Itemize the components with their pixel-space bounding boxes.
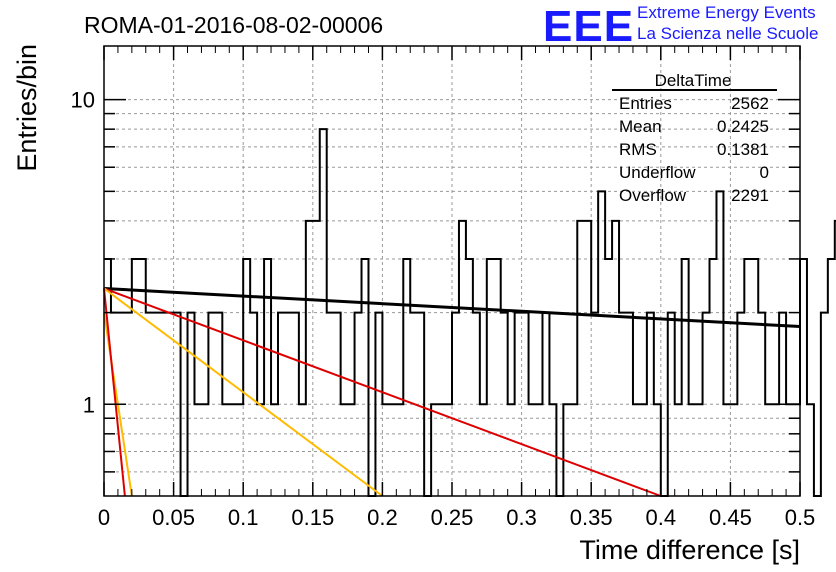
x-tick-label: 0.45 (709, 505, 752, 530)
x-axis-title: Time difference [s] (579, 535, 800, 565)
x-tick-label: 0.05 (152, 505, 195, 530)
histogram-layer (104, 128, 836, 497)
fit-line-5 (103, 288, 126, 497)
x-tick-label: 0.3 (506, 505, 537, 530)
stats-rows: Entries 2562 Mean 0.2425 RMS 0.1381 Underflow 0… (619, 94, 769, 205)
stats-value: 0.1381 (717, 140, 769, 159)
logo-line-2: La Scienza nelle Scuole (637, 24, 818, 43)
logo-line-1: Extreme Energy Events (637, 3, 816, 22)
x-tick-label: 0.15 (291, 505, 334, 530)
stats-value: 0.2425 (717, 117, 769, 136)
x-tick-label: 0.1 (228, 505, 259, 530)
y-axis-title: Entries/bin (12, 44, 42, 172)
grid-lines (104, 46, 800, 496)
logo-letters: EEE (543, 2, 634, 51)
x-tick-label: 0.2 (367, 505, 398, 530)
x-tick-label: 0.5 (785, 505, 816, 530)
eee-logo: EEE Extreme Energy Events La Scienza nel… (543, 2, 818, 51)
chart-title: ROMA-01-2016-08-02-00006 (84, 12, 383, 38)
x-tick-label: 0 (98, 505, 110, 530)
stats-label: RMS (619, 140, 657, 159)
histogram-steps (104, 128, 836, 497)
fit-line-3 (103, 287, 383, 497)
stats-value: 2291 (731, 186, 769, 205)
stats-box: DeltaTime Entries 2562 Mean 0.2425 RMS 0.1381… (612, 71, 777, 205)
x-tick-label: 0.35 (570, 505, 613, 530)
stats-label: Overflow (619, 186, 687, 205)
x-tick-label: 0.25 (431, 505, 474, 530)
stats-box-title: DeltaTime (655, 71, 732, 90)
fit-line-1 (103, 286, 801, 329)
y-axis-ticks: 1 10 (71, 88, 800, 473)
stats-value: 0 (760, 163, 769, 182)
y-tick-label: 10 (71, 88, 95, 113)
stats-label: Mean (619, 117, 662, 136)
x-tick-label: 0.4 (646, 505, 677, 530)
stats-label: Underflow (619, 163, 696, 182)
fit-line-2 (103, 287, 662, 497)
stats-value: 2562 (731, 94, 769, 113)
stats-label: Entries (619, 94, 672, 113)
x-axis-ticks: 0 0.05 0.1 0.15 0.2 0.25 0.3 0.35 0.4 0.45 0.5 (98, 46, 815, 530)
fit-curves (103, 286, 801, 497)
y-tick-label: 1 (83, 392, 95, 417)
